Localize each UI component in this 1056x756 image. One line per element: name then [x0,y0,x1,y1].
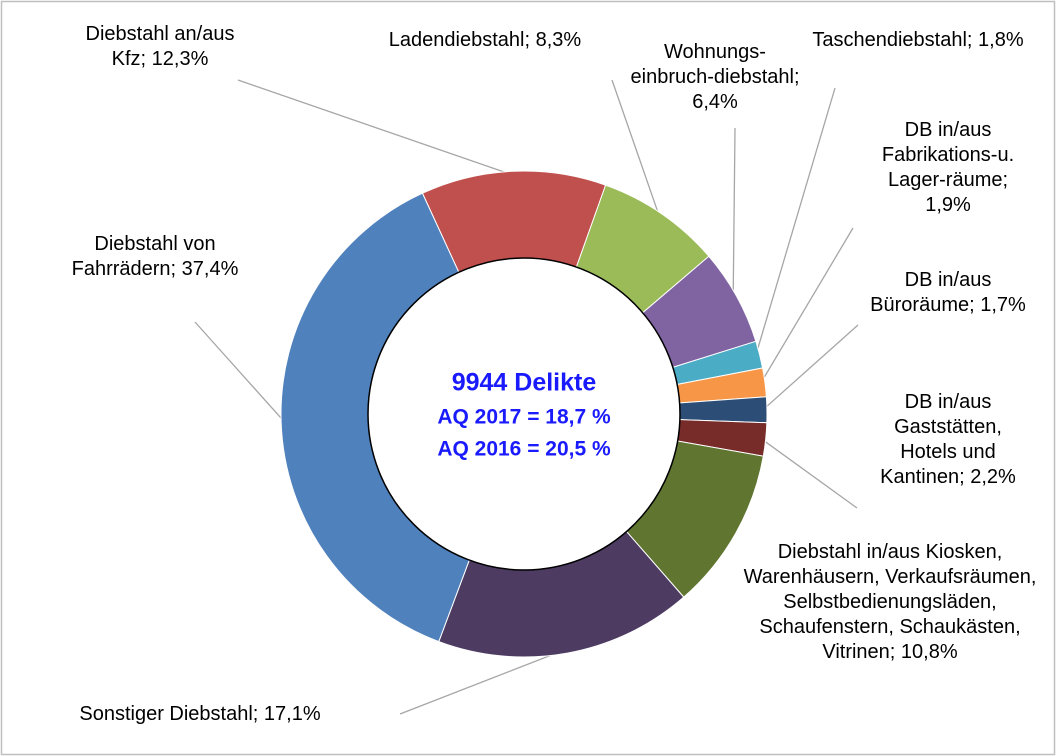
data-label: Wohnungs-einbruch-diebstahl; 6,4% [628,40,803,115]
value-label: 10,8% [900,641,958,663]
leader-line [755,87,836,356]
center-line: AQ 2017 = 18,7 % [437,406,611,429]
value-label: 37,4% [181,258,239,280]
leader-line [611,79,661,218]
value-label: 17,1% [263,703,321,725]
value-label: 6,4% [692,91,738,113]
leader-line [761,438,858,509]
category-label: Wohnungs-einbruch-diebstahl; [630,41,800,88]
value-label: 12,3% [151,48,209,70]
data-label: DB in/aus Büroräume; 1,7% [868,268,1028,318]
data-label: DB in/aus Fabrikations-u. Lager-räume; 1… [868,118,1028,218]
leader-line [399,648,567,715]
leader-line [237,79,514,176]
leader-line [762,324,859,411]
category-label: DB in/aus Gaststätten, Hotels und Kantin… [880,391,1002,488]
donut-hole [367,257,681,571]
data-label: Diebstahl in/aus Kiosken, Warenhäusern, … [735,540,1045,665]
category-label: Diebstahl in/aus Kiosken, Warenhäusern, … [743,541,1037,663]
center-title: 9944 Delikte [452,369,597,397]
data-label: Taschendiebstahl; 1,8% [803,28,1033,53]
data-label: Sonstiger Diebstahl; 17,1% [0,702,400,727]
leader-line [732,127,736,299]
leader-line [194,321,286,424]
data-label: Diebstahl von Fahrrädern; 37,4% [70,232,240,282]
data-label: Ladendiebstahl; 8,3% [380,28,590,53]
category-label: DB in/aus Fabrikations-u. Lager-räume; [881,119,1015,191]
category-label: Taschendiebstahl; [812,29,973,51]
leader-lines [194,79,859,715]
category-label: DB in/aus Büroräume; [870,269,992,316]
category-label: Diebstahl von Fahrrädern; [71,233,216,280]
value-label: 2,2% [970,466,1016,488]
value-label: 1,7% [980,294,1026,316]
center-line: AQ 2016 = 20,5 % [437,438,611,461]
data-label: Diebstahl an/aus Kfz; 12,3% [85,22,235,72]
category-label: Ladendiebstahl; [388,29,531,51]
category-label: Diebstahl an/aus Kfz; [85,23,235,70]
category-label: Sonstiger Diebstahl; [79,703,259,725]
data-label: DB in/aus Gaststätten, Hotels und Kantin… [868,390,1028,490]
value-label: 1,8% [978,29,1024,51]
value-label: 8,3% [535,29,582,51]
value-label: 1,9% [925,194,971,216]
leader-line [760,227,854,384]
